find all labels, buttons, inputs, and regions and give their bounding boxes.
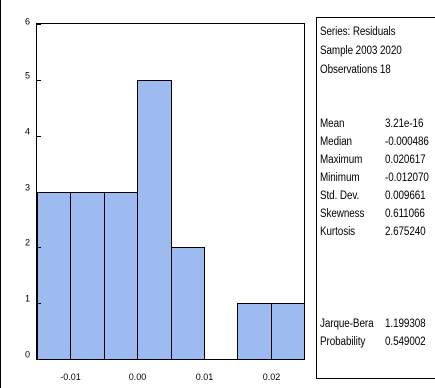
stat-maximum-label: Maximum bbox=[320, 154, 363, 166]
stats-series-label: Series: Residuals bbox=[320, 26, 396, 38]
y-tick-label: 4 bbox=[25, 127, 30, 137]
histogram-bar bbox=[70, 192, 105, 360]
y-tick-label: 1 bbox=[25, 294, 30, 304]
histogram-bar bbox=[137, 80, 172, 360]
y-tick-label: 5 bbox=[25, 71, 30, 81]
stat-probability-value: 0.549002 bbox=[385, 336, 426, 348]
histogram-bar bbox=[171, 247, 205, 360]
stat-skewness-label: Skewness bbox=[320, 208, 365, 220]
stat-mean-value: 3.21e-16 bbox=[385, 118, 424, 130]
histogram-bar bbox=[237, 303, 272, 360]
stat-median-value: -0.000486 bbox=[385, 136, 429, 148]
histogram-chart: 0 1 2 3 4 5 6 -0.01 0.00 0.01 0.02 bbox=[0, 0, 305, 388]
stat-stddev-label: Std. Dev. bbox=[320, 190, 360, 202]
histogram-bar bbox=[104, 192, 138, 360]
stat-mean-label: Mean bbox=[320, 118, 345, 130]
stats-sample-label: Sample 2003 2020 bbox=[320, 45, 402, 57]
x-tick-label: 0.00 bbox=[129, 372, 147, 382]
stat-stddev-value: 0.009661 bbox=[385, 190, 426, 202]
x-tick-label: 0.02 bbox=[263, 372, 281, 382]
stat-probability-label: Probability bbox=[320, 336, 366, 348]
stat-minimum-label: Minimum bbox=[320, 172, 360, 184]
x-tick-label: 0.01 bbox=[196, 372, 214, 382]
stat-jarque-bera-value: 1.199308 bbox=[385, 318, 426, 330]
descriptive-stats-panel: Series: Residuals Sample 2003 2020 Obser… bbox=[316, 17, 435, 379]
stat-kurtosis-value: 2.675240 bbox=[385, 226, 426, 238]
x-tick-label: -0.01 bbox=[60, 372, 81, 382]
histogram-bar bbox=[271, 303, 305, 360]
stat-kurtosis-label: Kurtosis bbox=[320, 226, 356, 238]
stat-skewness-value: 0.611066 bbox=[385, 208, 425, 220]
y-tick-label: 2 bbox=[25, 238, 30, 248]
stat-minimum-value: -0.012070 bbox=[385, 172, 429, 184]
stat-jarque-bera-label: Jarque-Bera bbox=[320, 318, 374, 330]
stat-median-label: Median bbox=[320, 136, 352, 148]
y-tick-label: 3 bbox=[25, 183, 30, 193]
y-tick-label: 6 bbox=[25, 17, 30, 27]
stat-maximum-value: 0.020617 bbox=[385, 154, 426, 166]
y-tick-label: 0 bbox=[25, 350, 30, 360]
stats-observations-label: Observations 18 bbox=[320, 64, 391, 76]
histogram-bar bbox=[37, 192, 71, 360]
